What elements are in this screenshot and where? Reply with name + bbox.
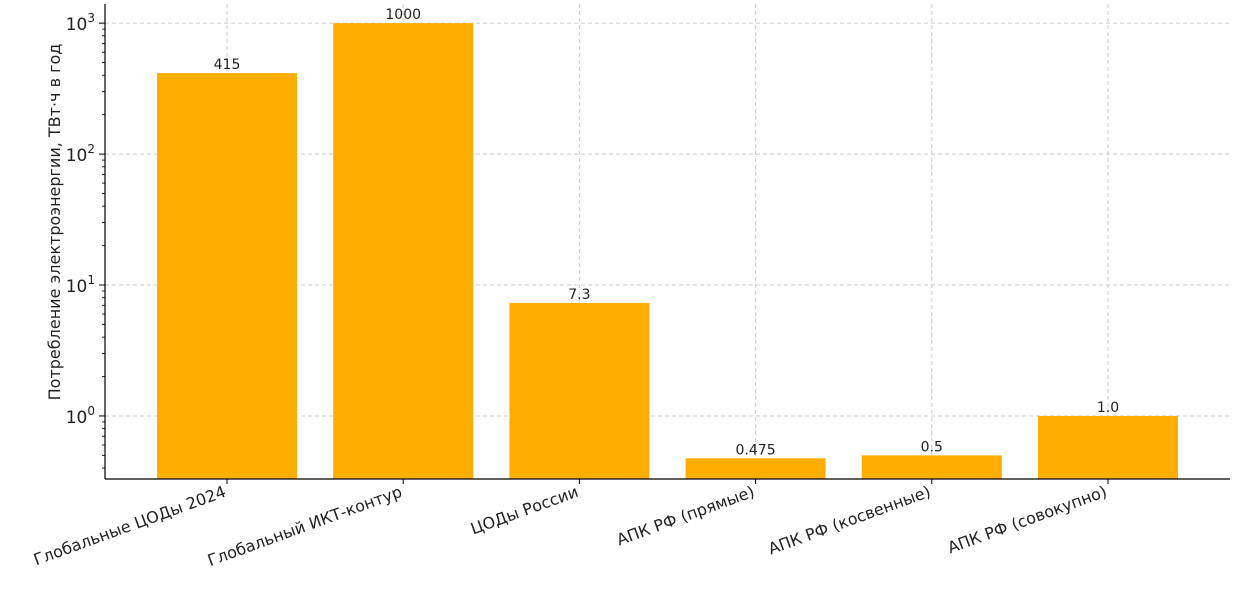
axes (99, 4, 1230, 484)
y-tick-label: 102 (66, 142, 95, 166)
y-tick-label: 103 (66, 11, 95, 35)
x-tick-label: ЦОДы России (468, 482, 581, 539)
x-tick-label: АПК РФ (косвенные) (766, 482, 934, 558)
bar (509, 302, 650, 479)
bar-value-label: 7.3 (568, 287, 590, 303)
bar-value-label: 1000 (385, 7, 421, 23)
bars (157, 23, 1178, 480)
bar-value-label: 1.0 (1097, 400, 1119, 416)
bar (157, 73, 297, 479)
bar-value-label: 0.475 (736, 442, 776, 458)
bar (861, 455, 1002, 479)
x-tick-label: АПК РФ (прямые) (614, 482, 757, 550)
x-tick-label: АПК РФ (совокупно) (945, 482, 1109, 557)
bar-value-label: 415 (214, 57, 241, 73)
x-tick-label: Глобальный ИКТ-контур (205, 482, 405, 570)
x-tick-label: Глобальные ЦОДы 2024 (31, 482, 228, 569)
value-labels: 415 1000 7.3 0.475 0.5 1.0 (214, 7, 1120, 458)
y-tick-label: 101 (66, 273, 95, 297)
bar-value-label: 0.5 (921, 439, 943, 455)
y-axis-label: Потребление электроэнергии, ТВт·ч в год (45, 44, 64, 401)
bar (333, 23, 474, 480)
y-tick-label: 100 (66, 404, 95, 428)
bar (685, 458, 826, 479)
bar (1038, 415, 1178, 479)
y-tick-labels: 100 101 102 103 (66, 11, 95, 428)
